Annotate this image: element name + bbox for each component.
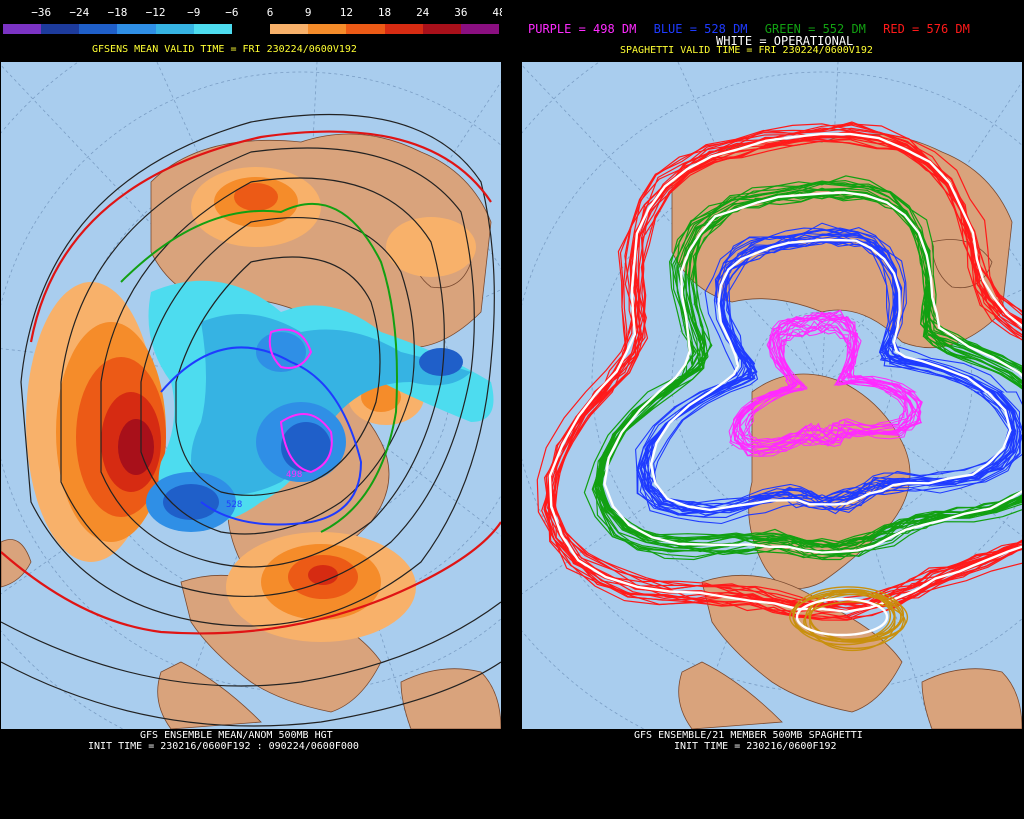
spaghetti-legend: PURPLE = 498 DM BLUE = 528 DM GREEN = 55… [528, 22, 1024, 36]
legend-blue: BLUE = 528 DM [653, 22, 748, 36]
mean-anomaly-map: 498 528 [1, 62, 501, 729]
colorbar-label: 12 [339, 6, 353, 19]
negative-anomalies [146, 280, 494, 532]
spaghetti-member-contour [536, 123, 1022, 621]
spaghetti-member-contour [728, 309, 922, 455]
spaghetti-member-contour [600, 193, 1022, 552]
colorbar-label: −9 [187, 6, 201, 19]
spaghetti-member-contour [650, 238, 1015, 512]
spaghetti-footer-title: GFS ENSEMBLE/21 MEMBER 500MB SPAGHETTI [634, 730, 863, 741]
spaghetti-svg [522, 62, 1022, 729]
panel-divider [502, 0, 522, 819]
colorbar-swatch [155, 24, 194, 34]
spaghetti-member-contour [635, 227, 1021, 516]
height-contours [1, 113, 501, 727]
legend-red: RED = 576 DM [883, 22, 970, 36]
operational-contour [603, 191, 1022, 554]
colorbar-label: −12 [145, 6, 166, 19]
spaghetti-member-contour [649, 239, 1014, 511]
spaghetti-footer-init-time: INIT TIME = 230216/0600F192 [674, 741, 837, 752]
colorbar-swatch [422, 24, 461, 34]
colorbar-label: −24 [69, 6, 90, 19]
colorbar-labels: −36 −24 −18 −12 −9 −6 6 9 12 18 24 36 48 [0, 6, 505, 20]
576-contour [29, 130, 492, 343]
spaghetti-member-contour [744, 323, 909, 442]
spaghetti-member-contour [646, 238, 1010, 505]
legend-green: GREEN = 552 DM [764, 22, 866, 36]
colorbar-swatch [384, 24, 423, 34]
colorbar-swatch [346, 24, 385, 34]
colorbar-swatch [193, 24, 232, 34]
colorbar-label: 24 [416, 6, 430, 19]
colorbar-label: −18 [107, 6, 128, 19]
colorbar-swatch [3, 24, 42, 34]
spaghetti-member-contour [583, 175, 1022, 559]
spaghetti-member-contour [552, 138, 1022, 606]
operational-contour [548, 132, 1022, 613]
contour-label-498: 498 [286, 470, 302, 480]
subtropical-ridge-contour [808, 588, 895, 641]
spaghetti-member-contour [597, 187, 1022, 550]
colorbar-swatch [117, 24, 156, 34]
ensemble-mean-anomaly-panel: −36 −24 −18 −12 −9 −6 6 9 12 18 24 36 48 GFSENS MEAN… [0, 0, 506, 819]
spaghetti-member-contour [553, 131, 1022, 608]
colorbar-swatch [231, 24, 271, 34]
anomaly-colorbar [3, 24, 500, 34]
spaghetti-legend-operational: WHITE = OPERATIONAL [716, 34, 854, 48]
spaghetti-member-contour [543, 127, 1022, 613]
colorbar-swatch [270, 24, 309, 34]
operational-contour [649, 238, 1012, 512]
contour-label-528: 528 [226, 500, 242, 510]
subtropical-ridge-contour [804, 589, 905, 650]
mean-valid-time-title: GFSENS MEAN VALID TIME = FRI 230224/0600… [92, 44, 357, 55]
colorbar-label: 6 [266, 6, 274, 19]
spaghetti-map [522, 62, 1022, 729]
mean-footer-title: GFS ENSEMBLE MEAN/ANOM 500MB HGT [140, 730, 333, 741]
colorbar-label: 36 [454, 6, 468, 19]
spaghetti-member-contour [637, 232, 1022, 509]
spaghetti-member-contour [743, 326, 906, 445]
colorbar-swatch [79, 24, 118, 34]
mean-anomaly-svg: 498 528 [1, 62, 501, 729]
colorbar-label: 9 [304, 6, 312, 19]
mean-footer-init-time: INIT TIME = 230216/0600F192 : 090224/060… [88, 741, 359, 752]
colorbar-label: −6 [225, 6, 239, 19]
colorbar-swatch [460, 24, 500, 34]
spaghetti-panel: PURPLE = 498 DM BLUE = 528 DM GREEN = 55… [522, 0, 1024, 819]
spaghetti-member-contour [732, 316, 921, 449]
spaghetti-valid-time-title: SPAGHETTI VALID TIME = FRI 230224/0600V1… [620, 45, 873, 56]
legend-purple: PURPLE = 498 DM [528, 22, 637, 36]
colorbar-swatch [308, 24, 347, 34]
operational-contour [795, 597, 889, 637]
colorbar-swatch [41, 24, 80, 34]
colorbar-label: −36 [31, 6, 52, 19]
spaghetti-contours [536, 121, 1022, 652]
colorbar-label: 18 [377, 6, 392, 19]
